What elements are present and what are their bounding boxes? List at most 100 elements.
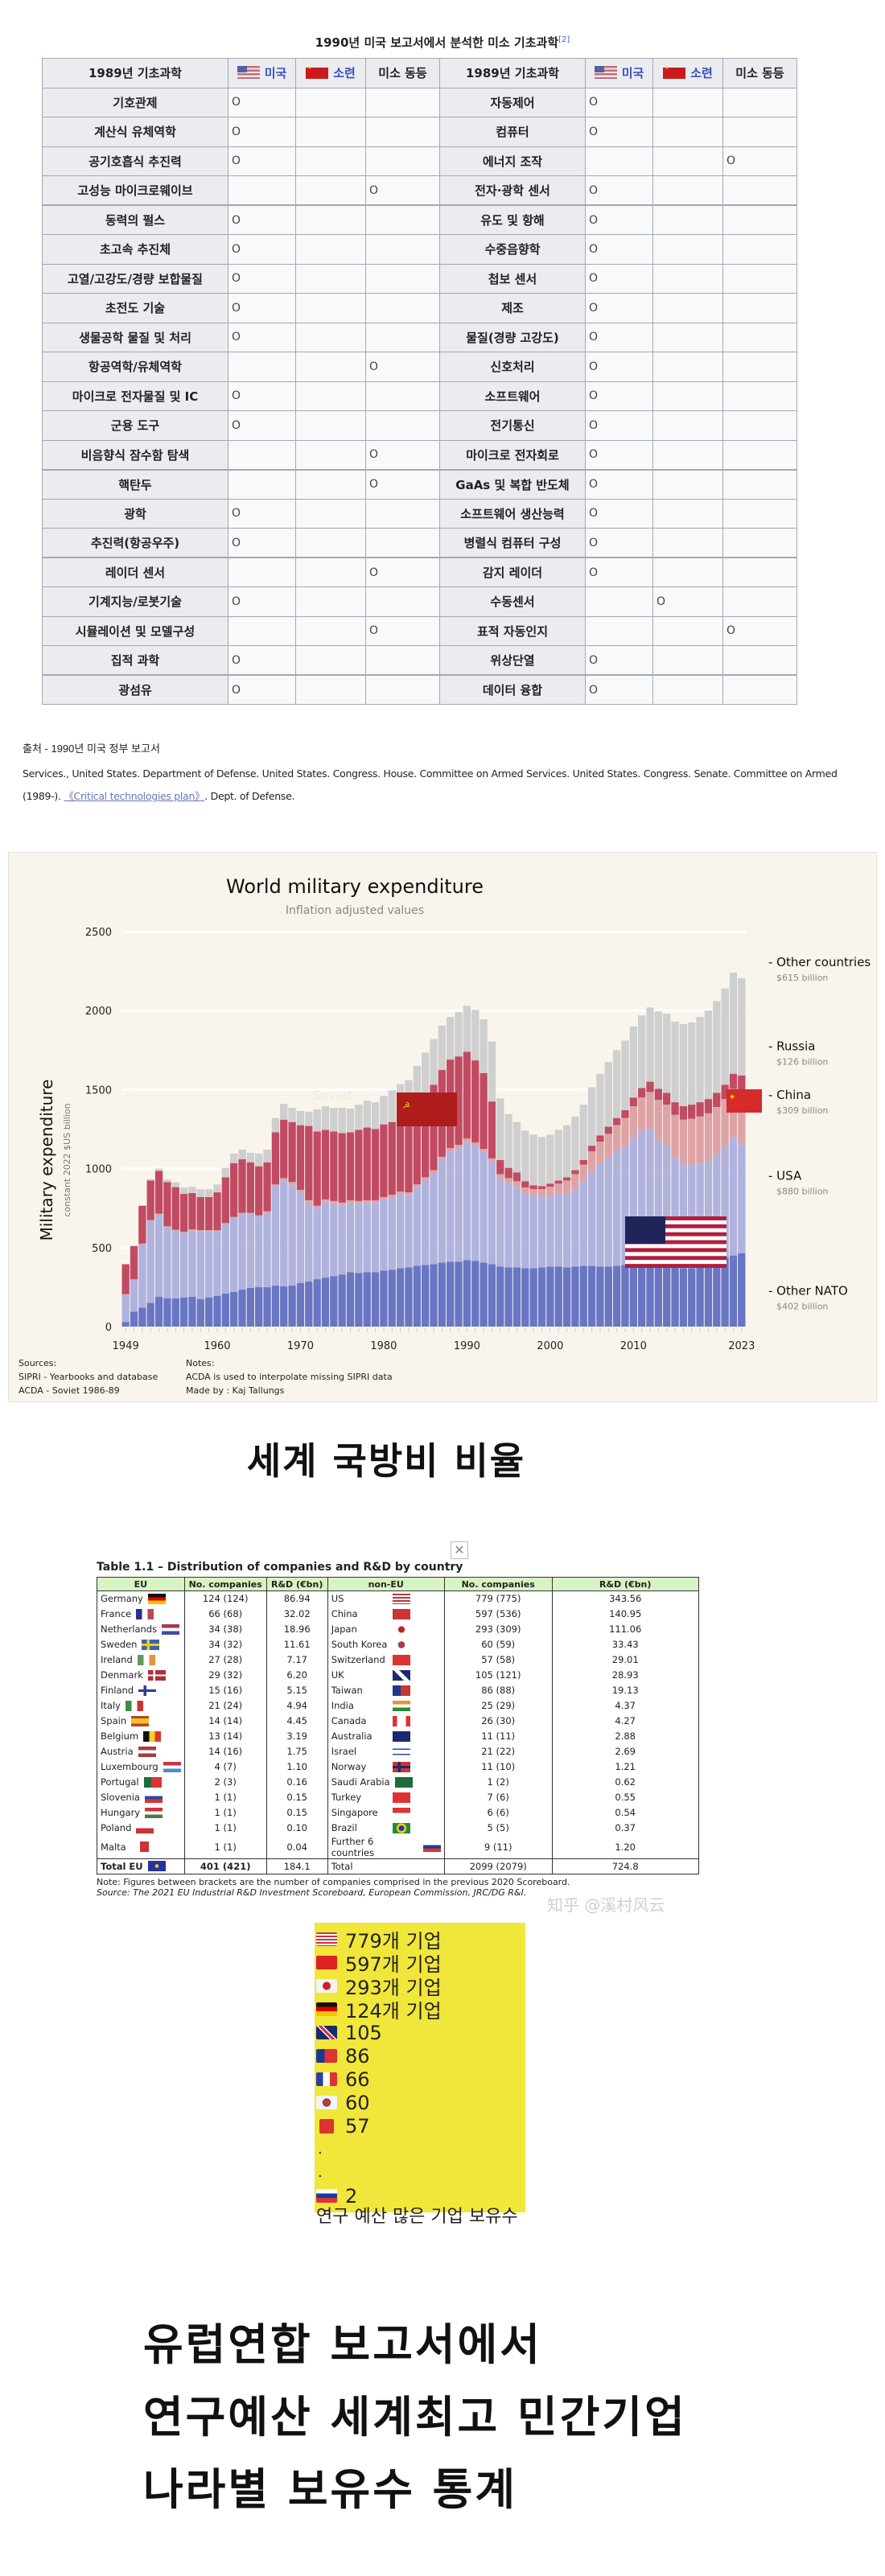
bar-other-countries (579, 1105, 587, 1160)
bar-other-countries (196, 1189, 204, 1197)
cell-us: O (228, 586, 296, 617)
bar-usa (721, 1146, 729, 1257)
bar-china (696, 1116, 704, 1164)
summary-value: 779개 기업 (345, 1930, 442, 1953)
bar-other-countries (321, 1106, 330, 1130)
bar-china (246, 1212, 255, 1214)
bar-china (554, 1183, 562, 1195)
tech-field-name: 수동센서 (439, 586, 586, 617)
bar-china (621, 1117, 629, 1147)
critical-technologies-plan-link[interactable]: 《Critical technologies plan》 (64, 790, 205, 802)
tech-field-name: 물질(경량 고강도) (439, 322, 586, 352)
country-name: Malta (101, 1841, 126, 1853)
bar-china (463, 1138, 471, 1142)
country-flag-icon (145, 1807, 163, 1818)
bar-other-nato (721, 1257, 729, 1327)
cell-equal: O (365, 468, 440, 500)
close-icon[interactable]: ✕ (451, 1541, 468, 1559)
eu-country-cell: Italy (97, 1697, 185, 1714)
bar-russia (562, 1177, 571, 1181)
us-flag-icon (316, 1932, 337, 1946)
cell-equal (365, 204, 440, 235)
rd-value: 343.56 (551, 1590, 699, 1607)
bar-usa (438, 1159, 447, 1263)
bar-usa (305, 1202, 313, 1282)
tech-field-name: 에너지 조작 (439, 146, 586, 176)
tech-field-name: 군용 도구 (42, 410, 228, 441)
bar-russia (288, 1121, 296, 1183)
y-tick-label: 2000 (85, 1006, 112, 1018)
tech-field-name: 항공역학/유체역학 (42, 352, 228, 382)
country-flag-icon (136, 1608, 154, 1619)
country-name: US (331, 1593, 344, 1605)
company-count: 779 (775) (443, 1590, 553, 1607)
bar-russia (413, 1104, 421, 1185)
bar-russia (430, 1084, 438, 1171)
bar-china (271, 1184, 280, 1187)
cell-us: O (585, 410, 653, 441)
cell-us: O (228, 146, 296, 176)
eu-country: Portugal (101, 1776, 181, 1788)
eu-country: Finland (101, 1685, 181, 1696)
bar-china (230, 1216, 238, 1218)
caption-line: 나라별 보유수 통계 (143, 2464, 518, 2515)
bar-other-nato (512, 1267, 521, 1327)
bar-russia (388, 1121, 396, 1195)
cell-ussr (295, 586, 366, 617)
bar-china (221, 1223, 230, 1224)
bar-russia (204, 1196, 213, 1231)
non-eu-country: Further 6 countries (331, 1836, 441, 1858)
eu-country-cell: Hungary (97, 1804, 185, 1821)
bar-china (646, 1092, 654, 1129)
rd-value: 184.1 (266, 1858, 328, 1874)
bar-usa (463, 1142, 471, 1261)
bar-russia (121, 1264, 130, 1294)
header-us-label[interactable]: 미국 (264, 66, 287, 81)
kr-flag-icon (316, 2096, 337, 2109)
bar-usa (480, 1151, 488, 1263)
bar-other-countries (463, 1006, 471, 1052)
company-count: 34 (32) (183, 1636, 267, 1652)
eu-country: Ireland (101, 1654, 181, 1665)
bar-other-nato (463, 1260, 471, 1327)
cell-equal (722, 498, 797, 529)
cell-us: O (585, 439, 653, 470)
non-eu-country: Saudi Arabia (331, 1776, 441, 1788)
flag-stripe (625, 1232, 727, 1237)
header-ussr-label[interactable]: 소련 (333, 66, 356, 81)
summary-item-us: 779개 기업 (316, 1928, 525, 1953)
bar-other-nato (288, 1285, 296, 1327)
country-flag-icon (143, 1730, 162, 1742)
country-name: China (331, 1608, 358, 1619)
cell-us: O (585, 528, 653, 558)
tech-field-name: 집적 과학 (42, 645, 228, 676)
bar-usa (512, 1187, 521, 1268)
legend-label: - Russia (768, 1039, 815, 1053)
summary-value: 66 (345, 2068, 370, 2091)
bar-china (688, 1118, 696, 1165)
bar-china (288, 1182, 296, 1185)
bar-other-countries (637, 1015, 646, 1088)
bar-other-nato (663, 1265, 671, 1327)
cell-ussr (295, 293, 366, 323)
eu-rd-table: EU No. companies R&D (€bn) non-EU No. co… (97, 1577, 699, 1874)
country-name: Italy (101, 1700, 121, 1711)
reference-link[interactable]: [2] (558, 35, 570, 44)
bar-russia (263, 1162, 271, 1212)
non-eu-country-cell: UK (327, 1667, 445, 1683)
cell-ussr (652, 146, 723, 176)
rd-value: 4.45 (266, 1713, 328, 1729)
non-eu-country: Brazil (331, 1822, 441, 1833)
cell-ussr (295, 263, 366, 294)
country-flag-icon (162, 1623, 180, 1635)
header-ussr-label[interactable]: 소련 (690, 66, 713, 81)
bar-other-countries (413, 1065, 421, 1105)
bar-usa (146, 1220, 154, 1303)
bar-russia (496, 1159, 504, 1175)
cell-ussr (652, 498, 723, 529)
bar-russia (629, 1097, 637, 1107)
bar-other-countries (146, 1179, 154, 1181)
header-us-label[interactable]: 미국 (621, 66, 644, 81)
country-name: UK (331, 1669, 344, 1681)
bar-other-countries (305, 1111, 313, 1126)
